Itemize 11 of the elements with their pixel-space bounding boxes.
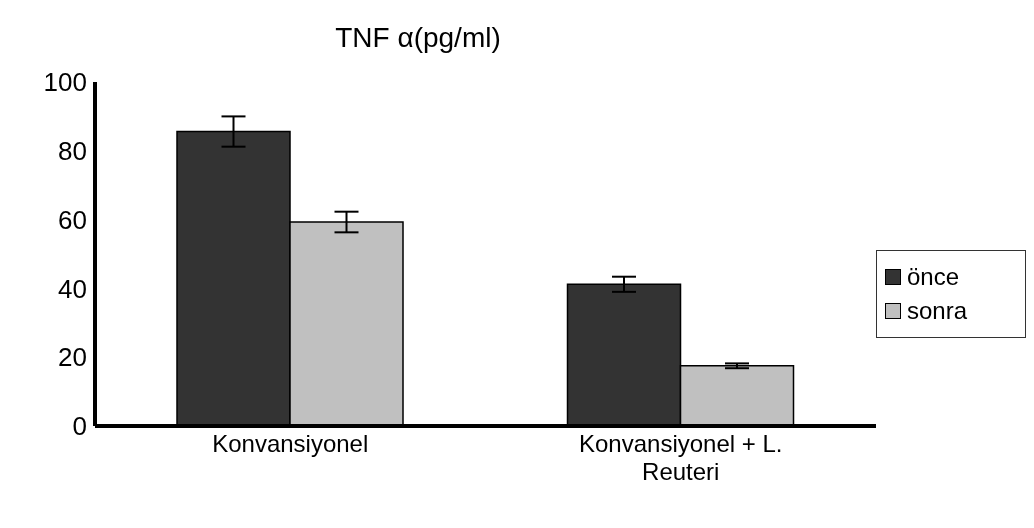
y-tick-label: 40 — [58, 273, 87, 304]
x-tick-label: Konvansiyonel — [212, 430, 369, 457]
y-tick-label: 100 — [43, 67, 87, 98]
x-tick-label: Konvansiyonel + L. Reuteri — [579, 430, 783, 485]
legend-label: önce — [907, 263, 960, 291]
y-tick-label: 0 — [72, 411, 87, 442]
chart-title: TNF α(pg/ml) — [335, 22, 501, 53]
y-tick-label: 20 — [58, 342, 87, 373]
y-tick-label: 60 — [58, 204, 87, 235]
legend-label: sonra — [907, 297, 968, 325]
y-tick-label: 80 — [58, 136, 87, 167]
